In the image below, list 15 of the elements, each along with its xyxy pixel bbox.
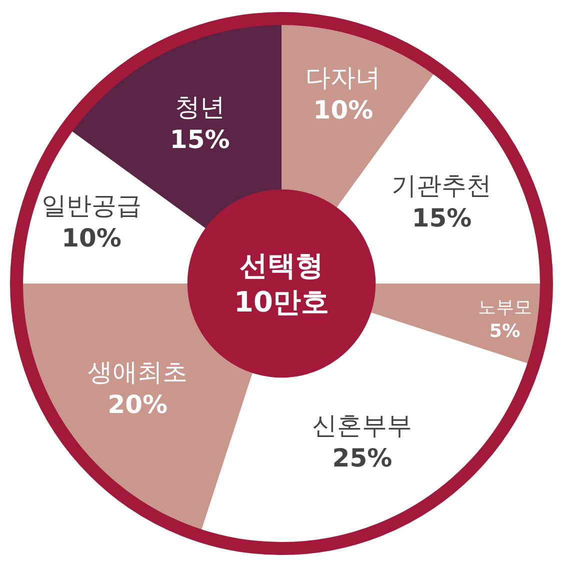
data-label: 15% xyxy=(412,204,472,233)
slice-label: 신혼부부 xyxy=(312,411,412,440)
slice-label: 생애최초 xyxy=(88,357,188,386)
data-label: 5% xyxy=(489,320,520,342)
data-label: 20% xyxy=(108,390,168,419)
slice-label: 노부모 xyxy=(478,297,532,318)
slice-label: 청년 xyxy=(174,92,225,122)
data-label: 10% xyxy=(62,224,122,253)
slice-label: 일반공급 xyxy=(42,191,142,220)
slice-label: 다자녀 xyxy=(306,62,381,92)
slice-label: 기관추천 xyxy=(392,171,492,200)
data-label: 25% xyxy=(332,444,392,473)
text: 선택형 10만호 xyxy=(234,249,329,318)
data-label: 15% xyxy=(170,125,230,154)
data-label: 10% xyxy=(313,95,374,124)
